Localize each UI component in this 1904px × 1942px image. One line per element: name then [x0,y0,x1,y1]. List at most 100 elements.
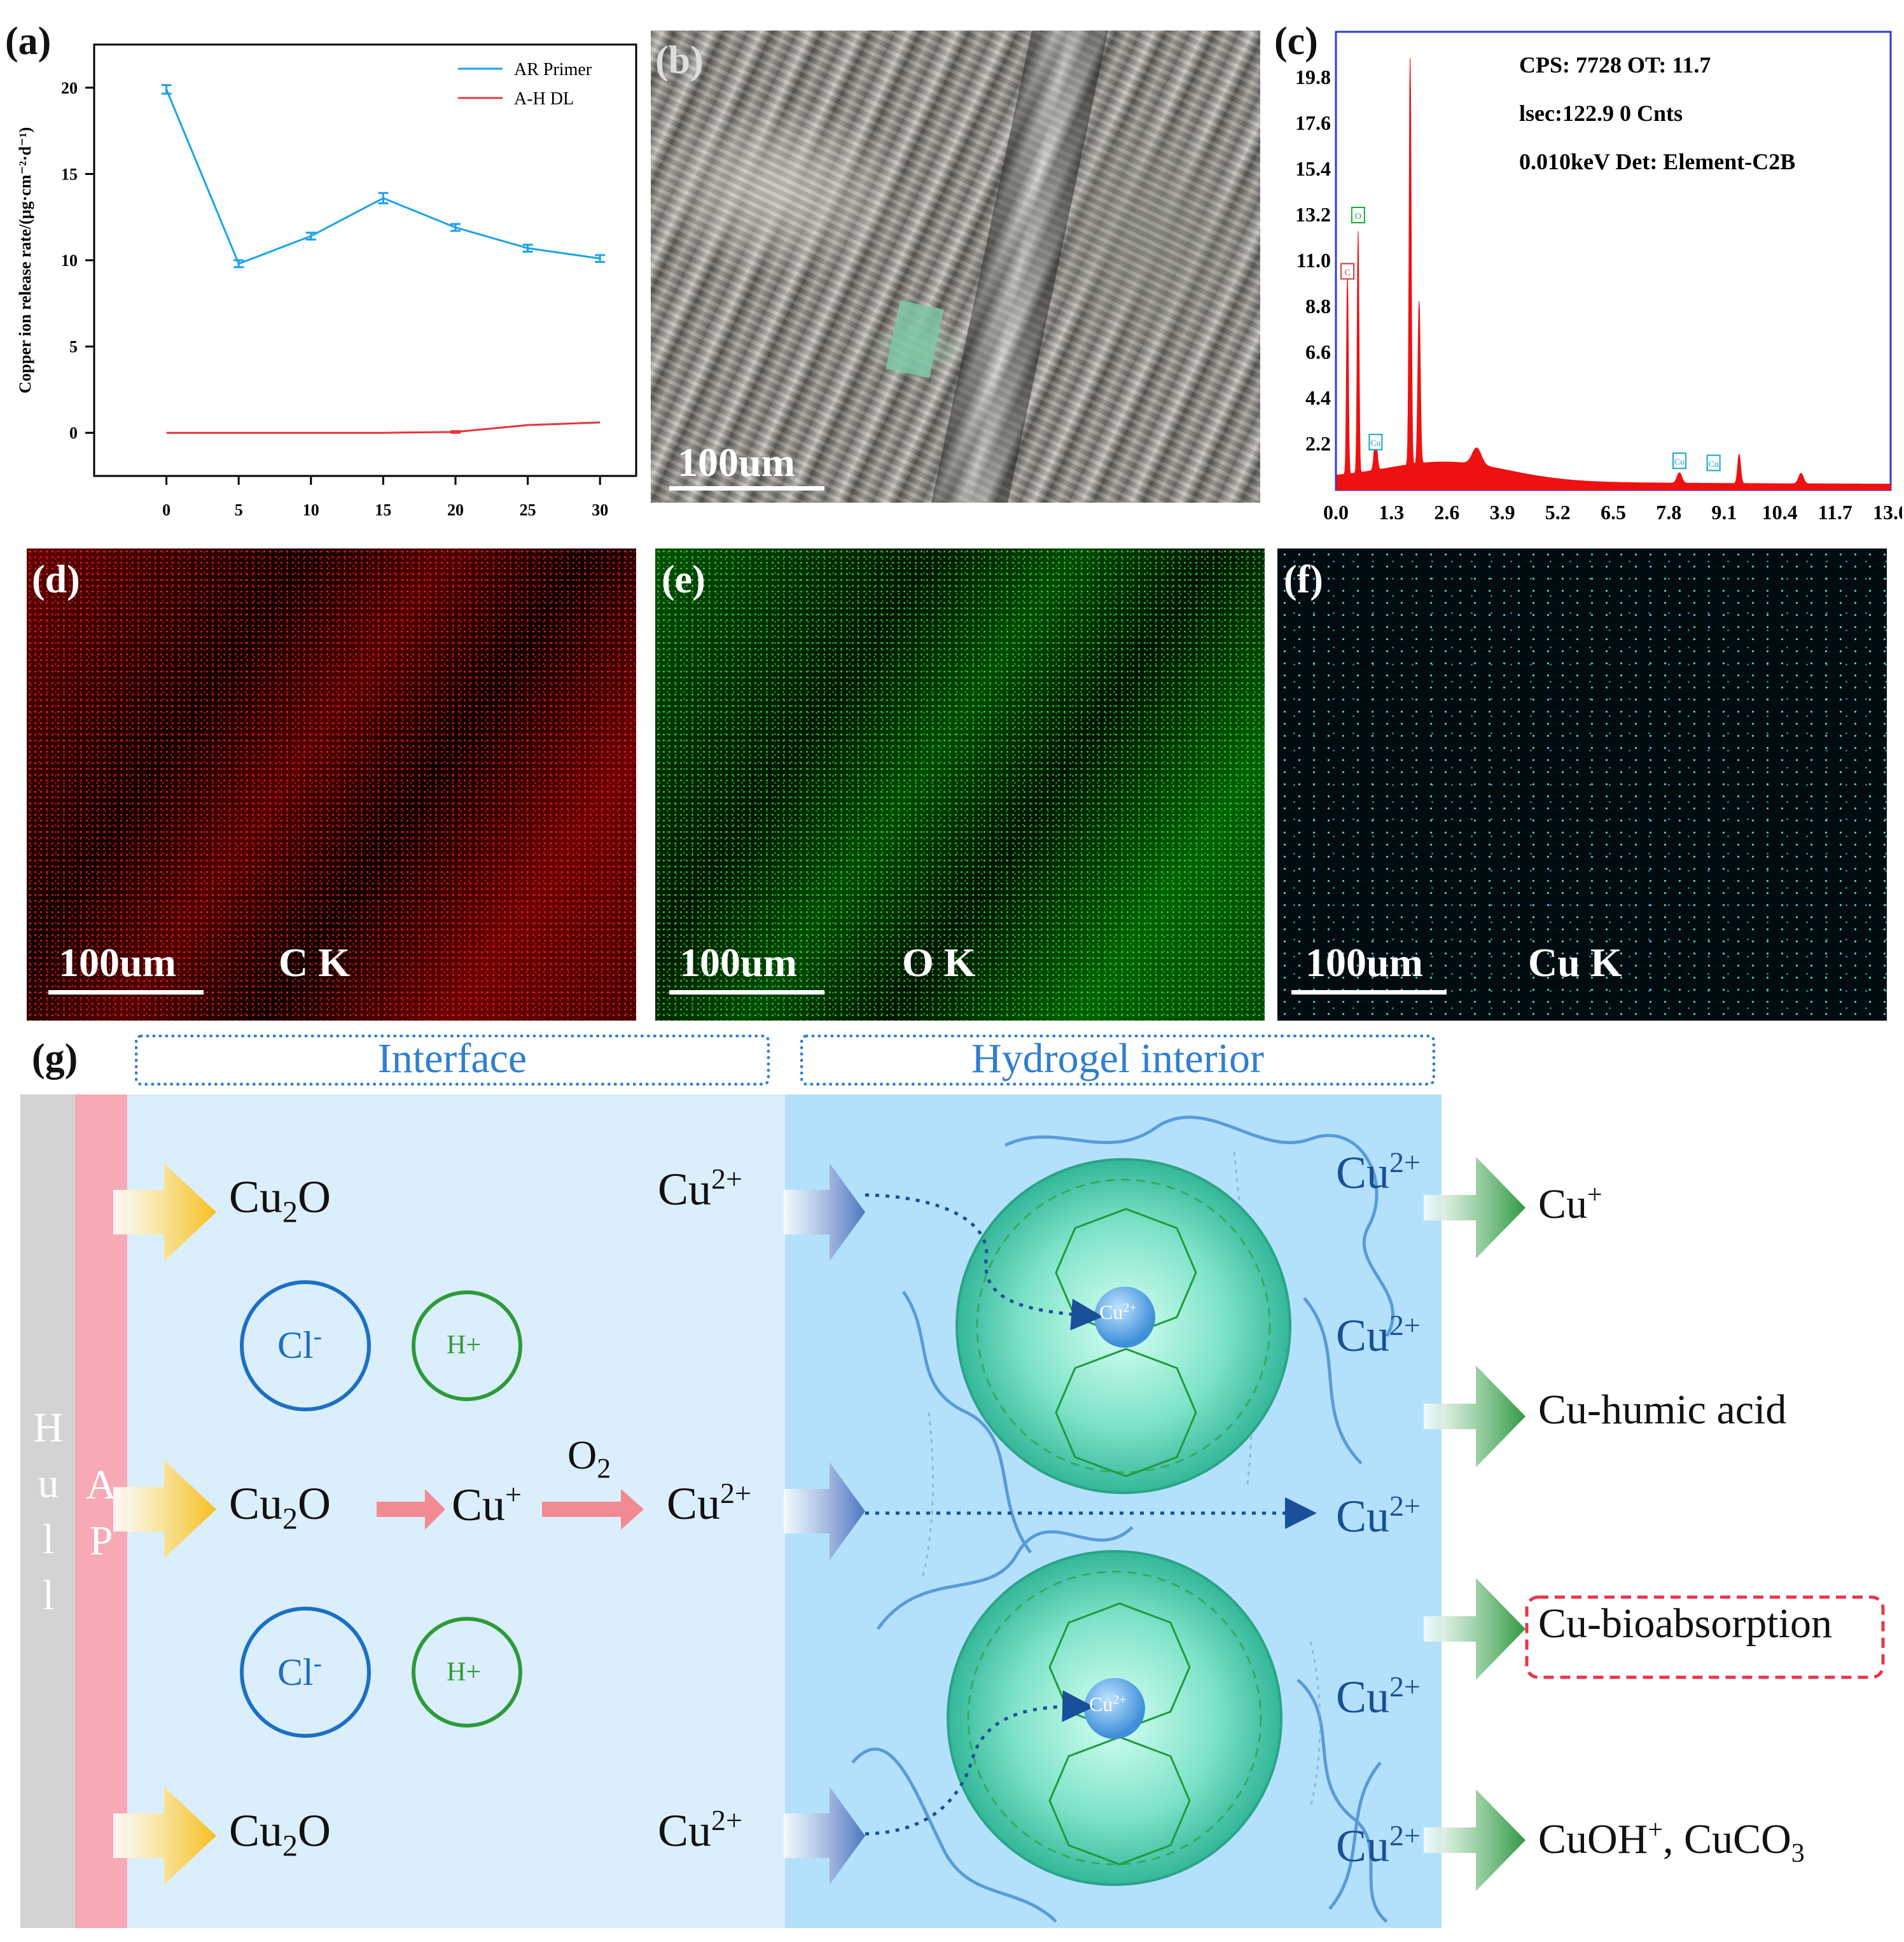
carbon-map [27,548,636,1021]
eds-peak-marker-label: Cu [1674,458,1685,467]
series-line-1 [166,421,601,434]
y-tick-label: 20 [61,79,78,97]
y-tick-label: 10 [61,251,78,270]
eds-peak-marker [1340,263,1355,280]
arrow-cu2-1 [784,1163,865,1261]
arrow-cu2o-2 [113,1460,216,1558]
eds-x-tick-label: 7.8 [1656,501,1681,524]
chloride-circle-2 [240,1607,371,1738]
interior-header: Hydrogel interior [971,1035,1265,1082]
eds-peak-marker [1706,454,1721,472]
y-tick-label: 15 [61,165,78,183]
polymer-chains [851,1115,1395,1923]
x-tick-label: 5 [235,501,243,519]
eds-info-line: 0.010keV Det: Element-C2B [1519,149,1795,174]
copper-map [1277,548,1887,1021]
eds-x-tick-label: 10.4 [1762,501,1798,524]
arrow-product-4 [1424,1789,1525,1891]
eds-peak-marker-label: C [1344,268,1350,277]
map-label-o: O K [902,940,976,985]
panel-label-e: (e) [662,558,705,601]
x-tick-label: 0 [162,501,170,519]
arrow-cu2-2 [784,1462,865,1560]
diffusion-path-1 [865,1193,1103,1331]
scale-bar-d [48,990,204,995]
eds-y-tick-label: 15.4 [1295,157,1331,180]
interior-header-box [800,1035,1435,1086]
x-tick-label: 20 [447,501,464,519]
eds-spectrum: 19.8 17.6 15.4 13.2 11.0 8.8 6.6 4.4 2.2 0.0 1.3 2.… [1295,31,1902,524]
cu2-label-interior-2: Cu2+ [1336,1309,1421,1361]
proton-circle-1 [412,1290,522,1401]
eds-x-tick-label: 13.0 [1873,501,1902,524]
arrow-cu2-3 [784,1787,865,1885]
eds-spectrum-fill [1336,58,1891,491]
panel-label-c: (c) [1274,20,1318,63]
eds-peak-marker [1368,433,1383,451]
siloxane-links [921,1151,1321,1808]
oxygen-label: O2 [567,1432,611,1484]
y-tick-label: 0 [69,424,78,442]
bead-ion-label-2: Cu2+ [1089,1693,1127,1715]
scale-bar-b [669,486,824,491]
series-line-0 [165,88,601,265]
x-tick-label: 30 [592,501,608,519]
cu2-label-interior-5: Cu2+ [1336,1819,1421,1871]
proton-label-1: H+ [447,1331,482,1360]
interface-header: Interface [377,1035,527,1082]
scale-bar-e [669,990,824,995]
arrow-cu2o-to-cu [377,1489,445,1530]
bioabsorption-highlight-box [1525,1595,1885,1679]
eds-x-tick-label: 9.1 [1711,501,1737,524]
arrow-cu2o-1 [113,1163,216,1261]
arrow-cu2o-3 [113,1787,216,1885]
cu2o-label-1: Cu2O [229,1171,331,1229]
eds-x-tick-label: 0.0 [1323,501,1349,524]
panel-label-f: (f) [1284,558,1323,601]
interface-header-box [135,1035,770,1086]
y-tick-label: 5 [69,338,78,356]
eds-x-tick-label: 6.5 [1601,501,1626,524]
cu2-label-interior-1: Cu2+ [1336,1146,1421,1198]
bead-ion-label-1: Cu2+ [1099,1301,1137,1324]
map-label-cu: Cu K [1528,940,1622,985]
eds-y-tick-label: 17.6 [1295,111,1331,134]
eds-info-line: CPS: 7728 OT: 11.7 [1519,52,1711,78]
cu2o-label-2: Cu2O [229,1478,331,1536]
schematic-graphics [113,1115,1885,1923]
chloride-circle-1 [240,1280,371,1411]
cu2-label-interior-3: Cu2+ [1336,1490,1421,1542]
product-cu-bioabsorption: Cu-bioabsorption [1538,1600,1832,1647]
cu2-label-interface-2: Cu2+ [667,1477,751,1529]
chloride-label-2: Cl- [277,1649,323,1693]
chloride-label-1: Cl- [277,1322,323,1366]
bead-ion-2 [1084,1678,1145,1739]
product-cuoh-cuco3: CuOH+, CuCO3 [1538,1815,1805,1869]
map-label-c: C K [279,940,350,985]
proton-label-2: H+ [447,1658,482,1687]
x-tick-label: 25 [520,501,536,519]
eds-y-tick-label: 11.0 [1296,249,1331,272]
arrow-product-3 [1424,1578,1525,1680]
arrow-product-1 [1424,1157,1525,1259]
eds-peak-marker-label: Cu [1370,439,1380,449]
cu2o-label-3: Cu2O [229,1805,331,1863]
eds-peak-marker [1351,207,1365,223]
scale-bar-f [1291,990,1447,995]
cu2-label-interior-4: Cu2+ [1336,1670,1421,1722]
eds-y-tick-label: 13.2 [1295,203,1331,226]
x-tick-label: 10 [303,501,319,519]
eds-x-tick-label: 5.2 [1545,501,1571,524]
eds-x-tick-label: 1.3 [1379,501,1404,524]
panel-label-b: (b) [655,39,704,82]
cyclodextrin-structure [1048,1208,1197,1866]
eds-x-tick-label: 11.7 [1818,501,1852,524]
eds-y-tick-label: 19.8 [1295,66,1331,88]
scale-bar-label-f: 100um [1305,940,1423,985]
oxygen-map [655,548,1265,1021]
legend-label-1: A-H DL [514,89,574,109]
cu-plus-label: Cu+ [452,1478,522,1530]
arrow-cu-to-cu2 [542,1489,644,1530]
diffusion-path-3 [865,1690,1094,1836]
